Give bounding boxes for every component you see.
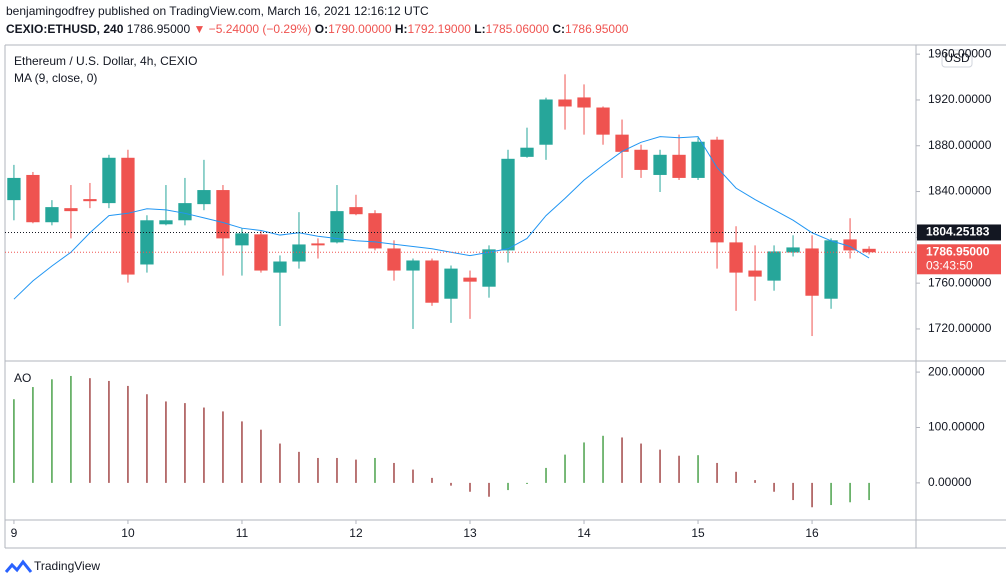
y-tick-label: 1720.00000	[928, 321, 992, 335]
candle-body	[83, 199, 97, 202]
candle-body	[539, 99, 553, 145]
candle-body	[558, 99, 572, 107]
price-tag	[917, 244, 1001, 275]
y-tick-label: 200.00000	[928, 364, 985, 378]
y-tick-label: 1760.00000	[928, 275, 992, 289]
candle-body	[140, 220, 154, 265]
candle-body	[786, 247, 800, 253]
change: ▼ −5.24000 (−0.29%)	[193, 22, 311, 36]
candle-body	[729, 242, 743, 273]
candle-body	[501, 158, 515, 251]
x-tick-label: 14	[577, 526, 591, 540]
candle-body	[102, 157, 116, 204]
chart-title: Ethereum / U.S. Dollar, 4h, CEXIO	[14, 54, 197, 68]
moving-average	[13, 136, 870, 300]
publisher: benjamingodfrey published on TradingView…	[6, 4, 429, 18]
candle-body	[767, 251, 781, 281]
candle-body	[349, 207, 363, 215]
candle-body	[710, 139, 724, 243]
candle-body	[406, 260, 420, 271]
candle-body	[64, 208, 78, 212]
candle-body	[520, 147, 534, 157]
symbol: CEXIO:ETHUSD, 240	[6, 22, 124, 36]
candle-body	[634, 149, 648, 170]
ohlc-value: 1790.00000	[328, 22, 392, 36]
legend-entry: MA (9, close, 0)	[14, 71, 97, 85]
price-tag-label: 1804.25183	[926, 225, 990, 239]
pane-title: AO	[14, 371, 31, 385]
price-tag	[917, 224, 1001, 241]
currency-button[interactable]	[941, 49, 973, 68]
candle-body	[368, 213, 382, 249]
candle-body	[273, 261, 287, 273]
candle-body	[311, 243, 325, 246]
candle-body	[178, 203, 192, 221]
x-tick-label: 16	[805, 526, 819, 540]
last-price: 1786.95000	[127, 22, 191, 36]
candle-body	[691, 141, 705, 178]
x-tick-label: 15	[691, 526, 705, 540]
candle-body	[444, 268, 458, 299]
candle-body	[843, 239, 857, 251]
candle-body	[216, 190, 230, 239]
ohlc-value: 1786.95000	[565, 22, 629, 36]
candle-body	[862, 248, 876, 253]
countdown: 03:43:50	[926, 258, 973, 272]
candle-body	[596, 107, 610, 135]
candle-body	[824, 240, 838, 299]
logo	[4, 559, 33, 573]
brand: TradingView	[34, 559, 100, 573]
candle-body	[425, 260, 439, 303]
candle-body	[7, 177, 21, 201]
candle-body	[653, 154, 667, 175]
candle-body	[292, 244, 306, 262]
y-tick-label: 1880.00000	[928, 138, 992, 152]
x-tick-label: 13	[463, 526, 477, 540]
x-tick-label: 11	[236, 526, 249, 540]
ohlc-label: C:	[552, 22, 565, 36]
ohlc-label: H:	[395, 22, 408, 36]
candle-body	[748, 270, 762, 277]
candle-body	[45, 207, 59, 223]
candle-body	[26, 174, 40, 223]
ohlc-value: 1785.06000	[486, 22, 550, 36]
candle-body	[159, 220, 173, 225]
candle-body	[387, 248, 401, 271]
x-tick-label: 9	[11, 526, 18, 540]
candle-body	[330, 211, 344, 243]
y-tick-label: 1920.00000	[928, 92, 992, 106]
symbol-line: CEXIO:ETHUSD, 240 1786.95000 ▼ −5.24000 …	[6, 22, 629, 36]
x-tick-label: 10	[121, 526, 135, 540]
price-tag-label: 1786.95000	[926, 244, 990, 258]
ohlc-value: 1792.19000	[408, 22, 472, 36]
ohlc-label: O:	[315, 22, 328, 36]
ohlc-label: L:	[474, 22, 485, 36]
y-tick-label: 100.00000	[928, 420, 985, 434]
candle-body	[235, 233, 249, 246]
candle-body	[482, 249, 496, 287]
y-tick-label: 1960.00000	[928, 46, 992, 60]
candle-body	[121, 157, 135, 275]
candle-body	[463, 277, 477, 282]
candle-body	[197, 190, 211, 205]
x-tick-label: 12	[349, 526, 363, 540]
candle-body	[615, 134, 629, 152]
candle-body	[672, 154, 686, 178]
candle-body	[577, 97, 591, 108]
y-tick-label: 1840.00000	[928, 184, 992, 198]
candle-body	[805, 248, 819, 296]
currency[interactable]: USD	[944, 51, 970, 65]
y-tick-label: 0.00000	[928, 475, 972, 489]
